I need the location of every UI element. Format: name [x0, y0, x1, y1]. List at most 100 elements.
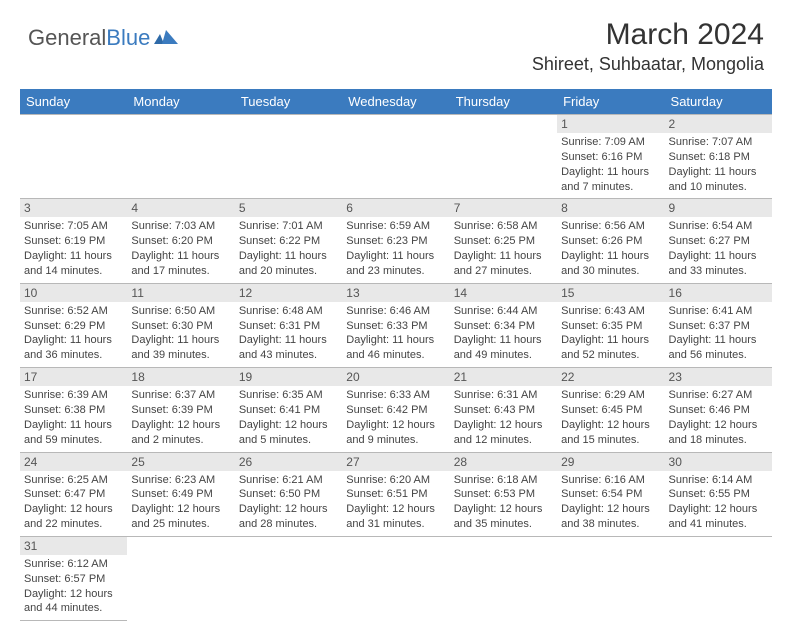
day-cell: 10Sunrise: 6:52 AMSunset: 6:29 PMDayligh…: [20, 283, 127, 367]
week-row: 31Sunrise: 6:12 AMSunset: 6:57 PMDayligh…: [20, 536, 772, 620]
daylight-text: Daylight: 11 hours and 23 minutes.: [346, 249, 445, 279]
daylight-text: Daylight: 12 hours and 9 minutes.: [346, 418, 445, 448]
sunrise-text: Sunrise: 7:01 AM: [239, 219, 338, 234]
day-info: Sunrise: 6:44 AMSunset: 6:34 PMDaylight:…: [454, 304, 553, 363]
day-info: Sunrise: 6:20 AMSunset: 6:51 PMDaylight:…: [346, 473, 445, 532]
sunrise-text: Sunrise: 6:39 AM: [24, 388, 123, 403]
daylight-text: Daylight: 11 hours and 10 minutes.: [669, 165, 768, 195]
day-header: Tuesday: [235, 89, 342, 115]
daylight-text: Daylight: 12 hours and 31 minutes.: [346, 502, 445, 532]
day-header: Thursday: [450, 89, 557, 115]
day-cell: 5Sunrise: 7:01 AMSunset: 6:22 PMDaylight…: [235, 199, 342, 283]
daylight-text: Daylight: 12 hours and 12 minutes.: [454, 418, 553, 448]
week-row: 1 Sunrise: 7:09 AMSunset: 6:16 PMDaylight…: [20, 115, 772, 199]
day-cell: 17Sunrise: 6:39 AMSunset: 6:38 PMDayligh…: [20, 368, 127, 452]
daylight-text: Daylight: 12 hours and 18 minutes.: [669, 418, 768, 448]
day-number: 12: [235, 284, 342, 302]
week-row: 3Sunrise: 7:05 AMSunset: 6:19 PMDaylight…: [20, 199, 772, 283]
day-number: 6: [342, 199, 449, 217]
day-cell: 6 Sunrise: 6:59 AMSunset: 6:23 PMDaylight…: [342, 199, 449, 283]
day-cell: 28Sunrise: 6:18 AMSunset: 6:53 PMDayligh…: [450, 452, 557, 536]
day-cell: 18Sunrise: 6:37 AMSunset: 6:39 PMDayligh…: [127, 368, 234, 452]
sunrise-text: Sunrise: 6:35 AM: [239, 388, 338, 403]
sunset-text: Sunset: 6:23 PM: [346, 234, 445, 249]
day-info: Sunrise: 6:25 AMSunset: 6:47 PMDaylight:…: [24, 473, 123, 532]
day-cell: [342, 536, 449, 620]
sunset-text: Sunset: 6:19 PM: [24, 234, 123, 249]
day-info: Sunrise: 6:52 AMSunset: 6:29 PMDaylight:…: [24, 304, 123, 363]
day-cell: 20Sunrise: 6:33 AMSunset: 6:42 PMDayligh…: [342, 368, 449, 452]
sunrise-text: Sunrise: 6:54 AM: [669, 219, 768, 234]
day-number: 1: [557, 115, 664, 133]
sunrise-text: Sunrise: 7:03 AM: [131, 219, 230, 234]
sunset-text: Sunset: 6:35 PM: [561, 319, 660, 334]
daylight-text: Daylight: 11 hours and 46 minutes.: [346, 333, 445, 363]
day-cell: 15Sunrise: 6:43 AMSunset: 6:35 PMDayligh…: [557, 283, 664, 367]
sunrise-text: Sunrise: 6:23 AM: [131, 473, 230, 488]
title-block: March 2024 Shireet, Suhbaatar, Mongolia: [532, 18, 764, 75]
sunrise-text: Sunrise: 6:21 AM: [239, 473, 338, 488]
day-info: Sunrise: 6:50 AMSunset: 6:30 PMDaylight:…: [131, 304, 230, 363]
day-info: Sunrise: 6:54 AMSunset: 6:27 PMDaylight:…: [669, 219, 768, 278]
daylight-text: Daylight: 12 hours and 5 minutes.: [239, 418, 338, 448]
day-number: 7: [450, 199, 557, 217]
sunset-text: Sunset: 6:47 PM: [24, 487, 123, 502]
sunset-text: Sunset: 6:57 PM: [24, 572, 123, 587]
sunrise-text: Sunrise: 6:37 AM: [131, 388, 230, 403]
sunrise-text: Sunrise: 6:20 AM: [346, 473, 445, 488]
calendar-body: 1 Sunrise: 7:09 AMSunset: 6:16 PMDaylight…: [20, 115, 772, 621]
sunrise-text: Sunrise: 6:29 AM: [561, 388, 660, 403]
day-number: 24: [20, 453, 127, 471]
day-cell: [127, 115, 234, 199]
day-header-row: Sunday Monday Tuesday Wednesday Thursday…: [20, 89, 772, 115]
day-number: 17: [20, 368, 127, 386]
sunrise-text: Sunrise: 6:16 AM: [561, 473, 660, 488]
sunrise-text: Sunrise: 6:27 AM: [669, 388, 768, 403]
day-cell: 23Sunrise: 6:27 AMSunset: 6:46 PMDayligh…: [665, 368, 772, 452]
day-cell: 19Sunrise: 6:35 AMSunset: 6:41 PMDayligh…: [235, 368, 342, 452]
day-info: Sunrise: 6:31 AMSunset: 6:43 PMDaylight:…: [454, 388, 553, 447]
sunset-text: Sunset: 6:55 PM: [669, 487, 768, 502]
day-cell: [20, 115, 127, 199]
sunrise-text: Sunrise: 6:52 AM: [24, 304, 123, 319]
day-header: Sunday: [20, 89, 127, 115]
day-cell: 25Sunrise: 6:23 AMSunset: 6:49 PMDayligh…: [127, 452, 234, 536]
sunrise-text: Sunrise: 6:12 AM: [24, 557, 123, 572]
week-row: 10Sunrise: 6:52 AMSunset: 6:29 PMDayligh…: [20, 283, 772, 367]
day-cell: 30Sunrise: 6:14 AMSunset: 6:55 PMDayligh…: [665, 452, 772, 536]
sunset-text: Sunset: 6:42 PM: [346, 403, 445, 418]
day-info: Sunrise: 6:29 AMSunset: 6:45 PMDaylight:…: [561, 388, 660, 447]
day-cell: 2Sunrise: 7:07 AMSunset: 6:18 PMDaylight…: [665, 115, 772, 199]
daylight-text: Daylight: 12 hours and 22 minutes.: [24, 502, 123, 532]
sunset-text: Sunset: 6:22 PM: [239, 234, 338, 249]
day-info: Sunrise: 6:46 AMSunset: 6:33 PMDaylight:…: [346, 304, 445, 363]
day-header: Saturday: [665, 89, 772, 115]
day-info: Sunrise: 6:56 AMSunset: 6:26 PMDaylight:…: [561, 219, 660, 278]
day-info: Sunrise: 6:59 AMSunset: 6:23 PMDaylight:…: [346, 219, 445, 278]
sunset-text: Sunset: 6:16 PM: [561, 150, 660, 165]
logo: GeneralBlue: [28, 18, 178, 52]
day-number: 19: [235, 368, 342, 386]
day-info: Sunrise: 6:48 AMSunset: 6:31 PMDaylight:…: [239, 304, 338, 363]
day-number: 21: [450, 368, 557, 386]
day-cell: 21 Sunrise: 6:31 AMSunset: 6:43 PMDayligh…: [450, 368, 557, 452]
day-info: Sunrise: 6:27 AMSunset: 6:46 PMDaylight:…: [669, 388, 768, 447]
day-cell: 24 Sunrise: 6:25 AMSunset: 6:47 PMDayligh…: [20, 452, 127, 536]
sunset-text: Sunset: 6:53 PM: [454, 487, 553, 502]
sunset-text: Sunset: 6:33 PM: [346, 319, 445, 334]
day-info: Sunrise: 6:41 AMSunset: 6:37 PMDaylight:…: [669, 304, 768, 363]
week-row: 24 Sunrise: 6:25 AMSunset: 6:47 PMDayligh…: [20, 452, 772, 536]
day-number: 16: [665, 284, 772, 302]
day-cell: 16 Sunrise: 6:41 AMSunset: 6:37 PMDayligh…: [665, 283, 772, 367]
sunrise-text: Sunrise: 6:41 AM: [669, 304, 768, 319]
day-info: Sunrise: 7:05 AMSunset: 6:19 PMDaylight:…: [24, 219, 123, 278]
location-text: Shireet, Suhbaatar, Mongolia: [532, 54, 764, 75]
logo-text-blue: Blue: [106, 25, 150, 51]
day-cell: [342, 115, 449, 199]
day-cell: 31Sunrise: 6:12 AMSunset: 6:57 PMDayligh…: [20, 536, 127, 620]
sunset-text: Sunset: 6:37 PM: [669, 319, 768, 334]
day-header: Monday: [127, 89, 234, 115]
day-info: Sunrise: 7:09 AMSunset: 6:16 PMDaylight:…: [561, 135, 660, 194]
sunset-text: Sunset: 6:38 PM: [24, 403, 123, 418]
day-number: 20: [342, 368, 449, 386]
